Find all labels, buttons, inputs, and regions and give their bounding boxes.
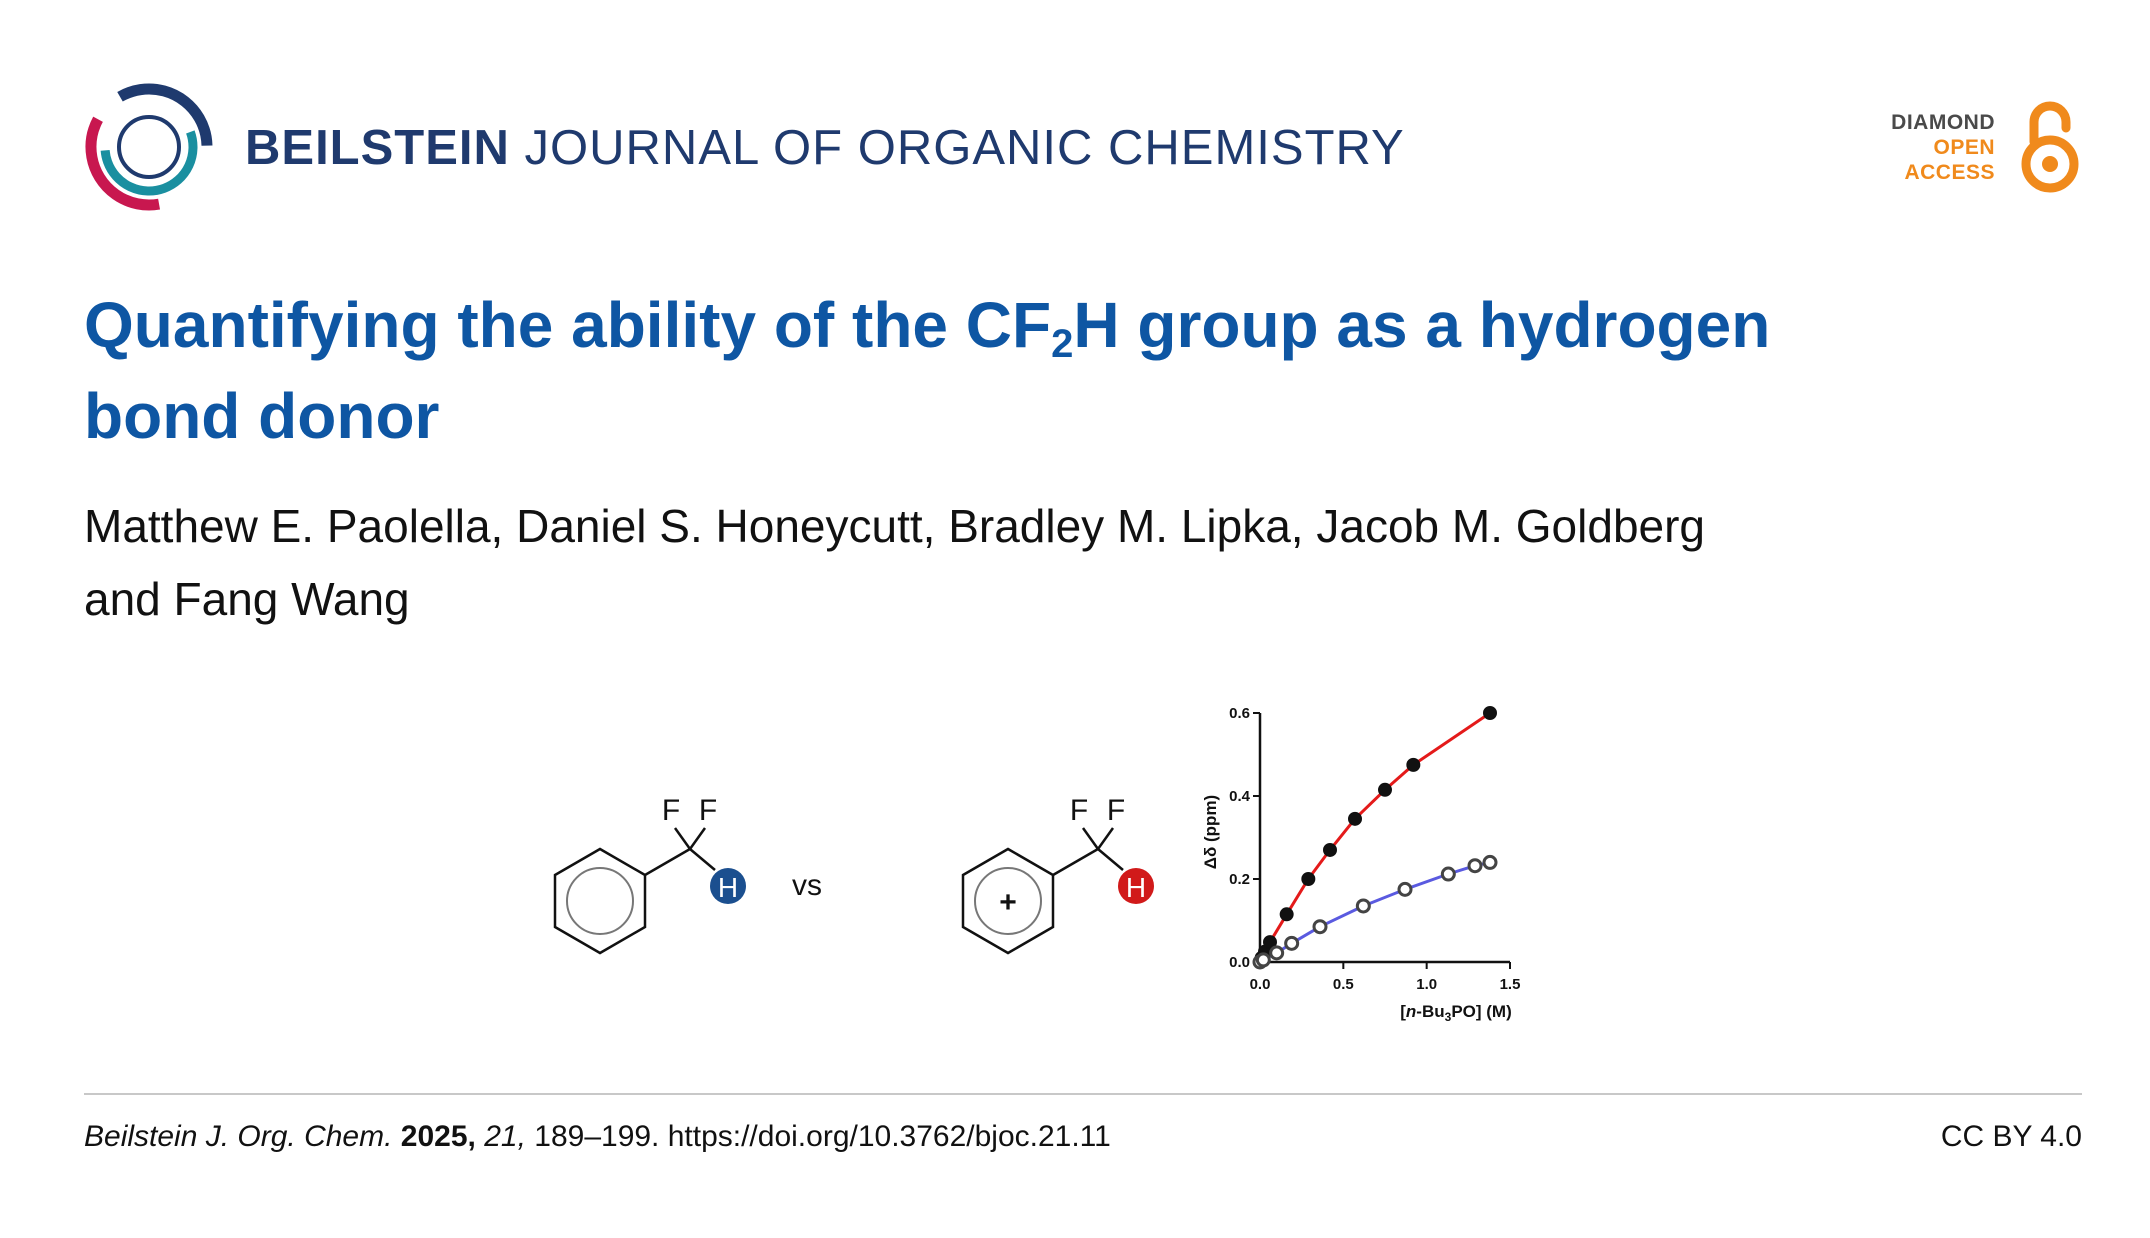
authors-line-2: and Fang Wang [84, 573, 410, 625]
author-list: Matthew E. Paolella, Daniel S. Honeycutt… [84, 490, 1984, 636]
article-title: Quantifying the ability of the CF2H grou… [84, 280, 1784, 462]
atom-h: H [1126, 872, 1146, 903]
benzene-ring [961, 847, 1055, 955]
x-tick-label: 1.0 [1416, 976, 1437, 993]
vs-label: vs [792, 869, 822, 902]
series-2-point [1467, 858, 1483, 874]
titration-chart: 0.0 0.5 1.0 1.5 0.0 0.2 0.4 0.6 Δδ (ppm) [n-Bu3… [1201, 705, 1520, 1024]
series-1-point [1279, 907, 1294, 922]
bond-carbon-h [689, 848, 716, 871]
citation-volume: 21, [484, 1120, 526, 1153]
series-1-point [1263, 935, 1277, 950]
x-tick-label: 0.5 [1333, 976, 1354, 993]
series-2-point [1255, 952, 1271, 968]
aromatic-circle [566, 867, 634, 935]
series-2-point [1284, 935, 1300, 951]
atom-h: H [718, 872, 738, 903]
hydrogen-circle [710, 868, 746, 904]
bond-carbon-f1 [1081, 827, 1100, 850]
series-2-point [1312, 919, 1328, 935]
citation-doi-link[interactable]: 189–199. https://doi.org/10.3762/bjoc.21… [534, 1120, 1111, 1153]
atom-f1: F [1070, 794, 1088, 827]
series-2-point [1440, 866, 1456, 882]
x-tick-label: 0.0 [1250, 976, 1271, 993]
badge-line-access: ACCESS [1904, 161, 1995, 184]
aromatic-circle [974, 867, 1042, 935]
positive-charge: + [999, 886, 1017, 919]
y-tick-label: 0.6 [1229, 705, 1250, 722]
citation-journal: Beilstein J. Org. Chem. [84, 1120, 393, 1153]
xlabel-mid: -Bu [1416, 1002, 1444, 1021]
journal-name-light: JOURNAL OF ORGANIC CHEMISTRY [524, 121, 1405, 175]
series-2-point [1269, 945, 1285, 961]
bond-carbon-f2 [688, 827, 707, 850]
chart-ylabel: Δδ (ppm) [1201, 795, 1220, 869]
series-1-point [1348, 811, 1362, 826]
title-part2: H group as a hydrogen bond donor [84, 289, 1771, 452]
open-lock-icon [2021, 101, 2079, 193]
badge-line-diamond: DIAMOND [1891, 111, 1995, 134]
footer-divider [84, 1093, 2082, 1095]
benzene-ring [553, 847, 647, 955]
xlabel-sub: 3 [1445, 1010, 1452, 1024]
title-subscript: 2 [1051, 322, 1074, 366]
y-tick-label: 0.2 [1229, 871, 1250, 888]
open-access-badge: DIAMOND OPEN ACCESS [1880, 100, 2080, 196]
series-1-point [1323, 842, 1337, 857]
badge-line-open: OPEN [1933, 136, 1995, 159]
bond-carbon-f1 [673, 827, 692, 850]
authors-line-1: Matthew E. Paolella, Daniel S. Honeycutt… [84, 500, 1706, 552]
xlabel-italic: n [1406, 1002, 1416, 1021]
series-1-point [1301, 872, 1316, 886]
citation-year: 2025, [400, 1120, 476, 1153]
bond-ring-carbon [1052, 847, 1099, 877]
y-tick-label: 0.4 [1229, 788, 1251, 805]
chart-axes [1258, 713, 1510, 964]
xlabel-prefix: [ [1400, 1002, 1406, 1021]
chart-series-points [1252, 706, 1498, 970]
atom-f1: F [662, 794, 680, 827]
series-1-point [1406, 757, 1421, 772]
journal-logo [85, 83, 213, 211]
journal-name-bold: BEILSTEIN [245, 121, 510, 175]
chart-series-lines [1258, 711, 1491, 964]
series-2-point [1482, 854, 1498, 870]
title-part1: Quantifying the ability of the CF [84, 289, 1052, 361]
series-1-point [1378, 782, 1392, 797]
series-1-point [1483, 706, 1497, 720]
journal-name: BEILSTEIN JOURNAL OF ORGANIC CHEMISTRY [245, 118, 1405, 178]
atom-f2: F [699, 794, 717, 827]
bond-carbon-f2 [1096, 827, 1115, 850]
atom-f2: F [1107, 794, 1125, 827]
bond-ring-carbon [644, 847, 691, 877]
chart-ticks: 0.0 0.5 1.0 1.5 0.0 0.2 0.4 0.6 [1229, 705, 1520, 993]
license-label[interactable]: CC BY 4.0 [1940, 1120, 2082, 1153]
molecule-neutral: F F H [553, 794, 746, 955]
series-1-line [1258, 711, 1491, 963]
bond-carbon-h [1097, 848, 1124, 871]
hydrogen-circle [1118, 868, 1154, 904]
y-tick-label: 0.0 [1229, 954, 1250, 971]
graphical-abstract: F F H vs + F F H 0.0 0.5 1.0 1.50.00.20.40.… [553, 705, 1520, 1024]
molecule-cationic: + F F H [961, 794, 1154, 955]
series-2-point [1397, 881, 1413, 897]
series-2-point [1355, 898, 1371, 914]
xlabel-suffix: PO] (M) [1451, 1002, 1511, 1021]
x-tick-label: 1.5 [1500, 976, 1521, 993]
citation: Beilstein J. Org. Chem. 2025, 21, 189–19… [84, 1117, 1111, 1157]
chart-xlabel: [n-Bu3PO] (M) [1400, 1002, 1512, 1024]
